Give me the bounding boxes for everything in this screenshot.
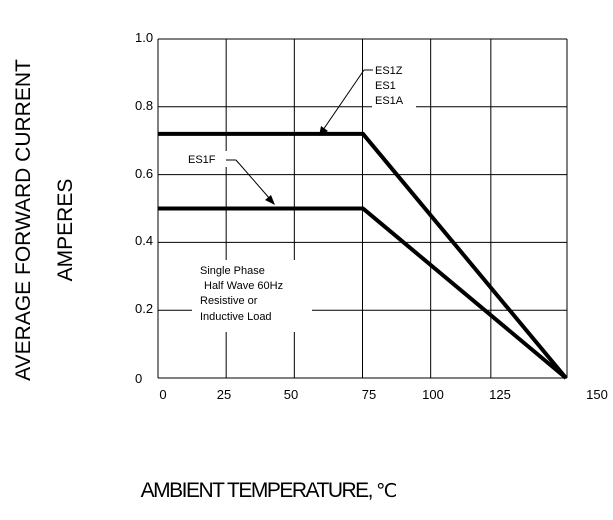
note-background bbox=[192, 260, 312, 332]
note-line-1: Single Phase bbox=[200, 265, 265, 277]
series-2-arrowhead bbox=[265, 195, 275, 205]
series-lines bbox=[158, 131, 568, 380]
series-1-leader-arrow bbox=[322, 69, 365, 131]
series-1-label-line-1: ES1Z bbox=[375, 65, 403, 77]
series-2-annotation: ES1F bbox=[186, 151, 275, 205]
y-tick-label: 0.2 bbox=[135, 301, 153, 316]
x-tick-label: 100 bbox=[422, 387, 444, 402]
y-axis-title-line-1: AVERAGE FORWARD CURRENT bbox=[12, 59, 35, 381]
y-tick-label: 0 bbox=[135, 371, 142, 386]
series-1-label-line-2: ES1 bbox=[375, 80, 396, 92]
series-line-2 bbox=[158, 206, 568, 380]
series-2-label: ES1F bbox=[188, 154, 216, 166]
series-1-label-background bbox=[372, 60, 416, 108]
x-tick-label: 150 bbox=[586, 387, 608, 402]
note-line-3: Resistive or bbox=[200, 295, 258, 307]
x-tick-label: 0 bbox=[159, 387, 166, 402]
y-tick-label: 0.4 bbox=[135, 233, 153, 248]
x-tick-label: 50 bbox=[284, 387, 298, 402]
note-line-2: Half Wave 60Hz bbox=[204, 280, 283, 292]
series-2-leader-arrow bbox=[235, 159, 271, 200]
x-axis-unit: ℃ bbox=[376, 480, 397, 502]
y-tick-labels: 0 0.2 0.4 0.6 0.8 1.0 bbox=[135, 30, 153, 386]
series-2-label-background bbox=[186, 151, 228, 167]
y-tick-label: 1.0 bbox=[135, 30, 153, 45]
x-tick-labels: 0 25 50 75 100 125 150 bbox=[159, 387, 607, 402]
y-tick-label: 0.6 bbox=[135, 166, 153, 181]
series-1-arrowhead bbox=[319, 126, 328, 136]
x-axis-title: AMBIENT TEMPERATURE, bbox=[141, 479, 372, 502]
y-axis-title-line-2: AMPERES bbox=[54, 179, 77, 282]
note-line-4: Inductive Load bbox=[200, 311, 272, 323]
condition-note: Single Phase Half Wave 60Hz Resistive or… bbox=[192, 260, 312, 332]
x-tick-label: 25 bbox=[217, 387, 231, 402]
series-line-1 bbox=[158, 131, 568, 380]
x-tick-label: 75 bbox=[362, 387, 376, 402]
x-tick-label: 125 bbox=[489, 387, 511, 402]
series-1-label-line-3: ES1A bbox=[375, 95, 404, 107]
series-1-annotation: ES1Z ES1 ES1A bbox=[319, 60, 416, 136]
y-tick-label: 0.8 bbox=[135, 98, 153, 113]
